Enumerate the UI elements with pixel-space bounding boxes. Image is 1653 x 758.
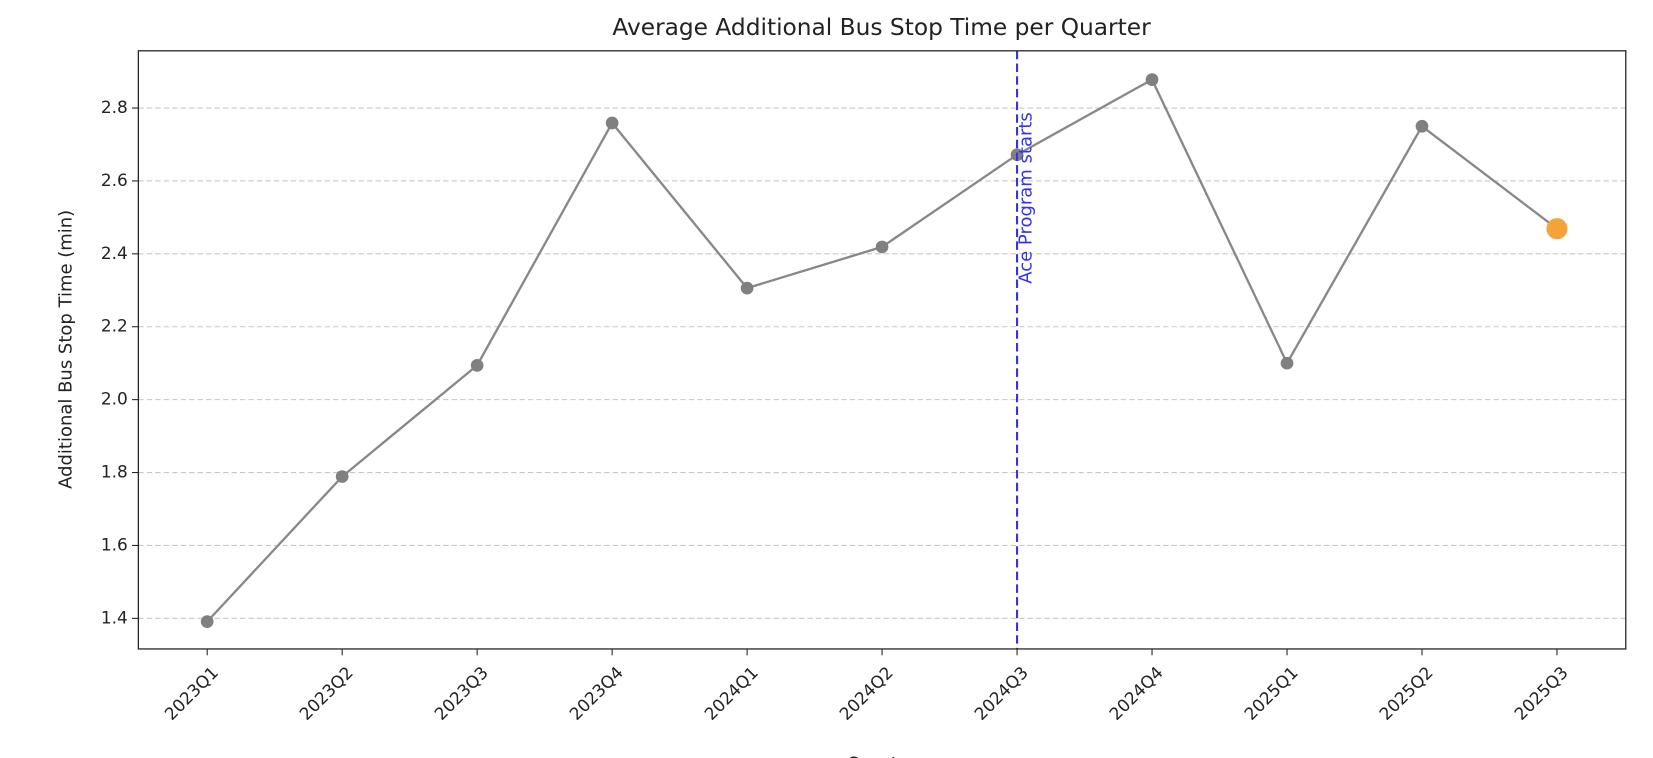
data-point [1546,218,1568,240]
plot-frame [137,50,1627,650]
data-point [740,281,754,295]
y-tick-label: 2.8 [101,97,128,117]
x-tick-label: 2024Q4 [1105,662,1167,724]
x-tick-label: 2025Q3 [1510,662,1572,724]
y-tick-label: 2.2 [101,316,128,336]
annotation: Ace Program starts [1016,112,1037,284]
series-line [206,77,1558,623]
x-axis-label: Quarter [847,753,917,758]
x-tick-label: 2024Q2 [835,662,897,724]
x-tick-label: 2023Q4 [565,662,627,724]
y-tick-label: 1.4 [101,607,128,627]
y-tick-label: 2.4 [101,243,128,263]
x-tick-label: 2024Q1 [700,662,762,724]
y-tick-label: 2.0 [101,389,128,409]
y-axis-label: Additional Bus Stop Time (min) [55,210,76,489]
data-point [470,359,484,372]
data-point [200,615,214,628]
x-tick-label: 2024Q3 [970,662,1032,724]
x-tick-label: 2025Q1 [1240,662,1302,724]
y-tick-label: 2.6 [101,170,128,190]
y-tick-label: 1.6 [101,534,128,554]
y-tick-label: 1.8 [101,462,128,482]
data-point [1280,356,1294,370]
data-point [875,240,889,254]
x-tick-label: 2023Q3 [430,662,492,724]
data-point [605,116,619,130]
x-tick-label: 2023Q2 [295,662,357,724]
data-point [1415,119,1429,133]
x-tick-label: 2023Q1 [160,662,222,724]
data-point [1145,73,1159,86]
data-point [335,470,349,483]
x-tick-label: 2025Q2 [1375,662,1437,724]
chart-title: Average Additional Bus Stop Time per Qua… [612,14,1151,41]
